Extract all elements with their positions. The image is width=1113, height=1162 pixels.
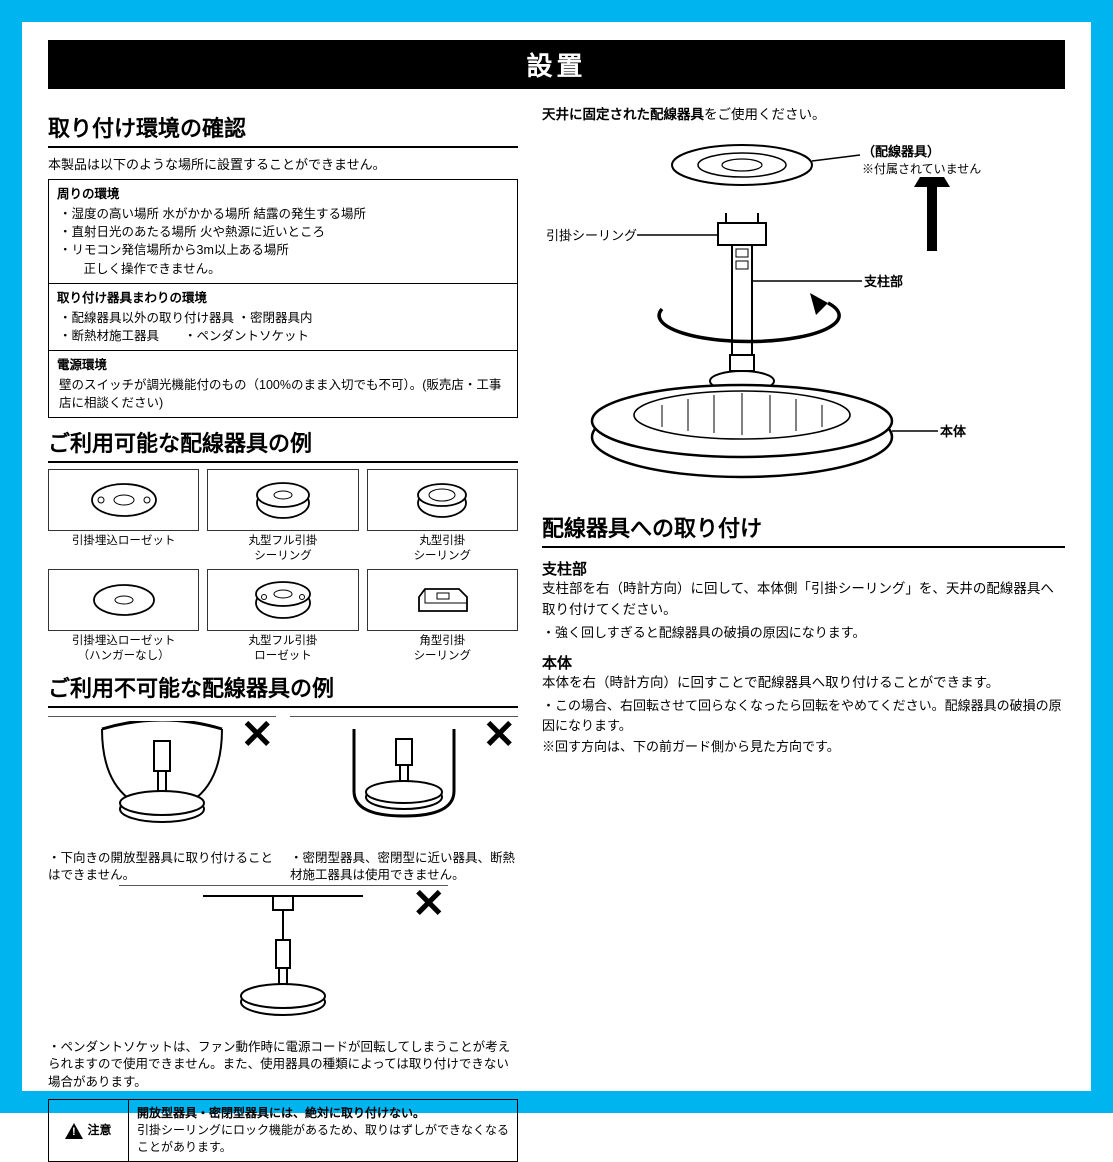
env-line: ・直射日光のあたる場所 火や熱源に近いところ [57, 223, 509, 241]
fixture-label: 引掛埋込ローゼット （ハンガーなし） [72, 635, 176, 661]
right-intro-bold: 天井に固定された配線器具 [542, 107, 704, 122]
env-line: 正しく操作できません。 [57, 260, 509, 278]
product-listing-frame: 設置 取り付け環境の確認 本製品は以下のような場所に設置することができません。 … [0, 0, 1113, 1113]
incompatible-caption: ・密閉型器具、密閉型に近い器具、断熱材施工器具は使用できません。 [290, 850, 518, 885]
incompatible-caption-pendant: ・ペンダントソケットは、ファン動作時に電源コードが回転してしまうことが考えられま… [48, 1039, 518, 1092]
attach-sub2-note2: ※回す方向は、下の前ガード側から見た方向です。 [542, 737, 1065, 757]
incompatible-item: ✕ ・密閉型器具、密閉型に近い器具、断熱材施工器具は使用できません。 [290, 716, 518, 885]
fixture-label: 引掛埋込ローゼット [72, 535, 176, 547]
environment-restrictions-box: 周りの環境 ・湿度の高い場所 水がかかる場所 結露の発生する場所 ・直射日光のあ… [48, 179, 518, 418]
fixture-icon [48, 569, 199, 631]
fixture-icon [207, 569, 358, 631]
cross-icon: ✕ [482, 719, 516, 751]
attach-sub1-note: ・強く回しすぎると配線器具の破損の原因になります。 [542, 623, 1065, 643]
env-line: ・配線器具以外の取り付け器具 ・密閉器具内 [57, 309, 509, 327]
right-intro-rest: をご使用ください。 [704, 107, 826, 122]
diagram-label-pillar: 支柱部 [864, 271, 903, 290]
diagram-label-hikkake: 引掛シーリング [546, 225, 637, 244]
env-surroundings: 周りの環境 ・湿度の高い場所 水がかかる場所 結露の発生する場所 ・直射日光のあ… [49, 180, 517, 283]
heading-incompatible-fixtures: ご利用不可能な配線器具の例 [48, 671, 518, 708]
installation-diagram: （配線器具） ※付属されていません 引掛シーリング 支柱部 本体 [542, 131, 1065, 501]
incompatible-figure: ✕ [48, 716, 276, 846]
diagram-label-body: 本体 [940, 421, 966, 440]
incompatible-figure: ✕ [119, 885, 448, 1035]
compatible-fixtures-grid: 引掛埋込ローゼット 丸型フル引掛 シーリング 丸型引掛 シーリング [48, 469, 518, 663]
fixture-label: 丸型引掛 シーリング [414, 535, 472, 561]
incompatible-caption: ・下向きの開放型器具に取り付けることはできません。 [48, 850, 276, 885]
fixture-label: 丸型フル引掛 ローゼット [248, 635, 317, 661]
page-title: 設置 [48, 40, 1065, 89]
fixture-item: 角型引掛 シーリング [367, 569, 518, 663]
fixture-icon [48, 469, 199, 531]
fixture-item: 丸型引掛 シーリング [367, 469, 518, 563]
env-head-mounting: 取り付け器具まわりの環境 [57, 289, 509, 307]
fixture-icon [207, 469, 358, 531]
caution-label-text: 注意 [87, 1122, 111, 1139]
environment-intro: 本製品は以下のような場所に設置することができません。 [48, 154, 518, 173]
caution-box: 注意 開放型器具・密閉型器具には、絶対に取り付けない。 引掛シーリングにロック機… [48, 1099, 518, 1161]
caution-bold: 開放型器具・密閉型器具には、絶対に取り付けない。 [137, 1105, 509, 1122]
env-line: ・リモコン発信場所から3m以上ある場所 [57, 241, 509, 259]
attach-sub2-note1: ・この場合、右回転させて回らなくなったら回転をやめてください。配線器具の破損の原… [542, 696, 1065, 735]
left-column: 取り付け環境の確認 本製品は以下のような場所に設置することができません。 周りの… [48, 103, 518, 1162]
heading-attaching: 配線器具への取り付け [542, 511, 1065, 548]
caution-text: 引掛シーリングにロック機能があるため、取りはずしができなくなることがあります。 [137, 1122, 509, 1156]
fixture-label: 丸型フル引掛 シーリング [248, 535, 317, 561]
env-line: ・断熱材施工器具 ・ペンダントソケット [57, 327, 509, 345]
right-intro: 天井に固定された配線器具をご使用ください。 [542, 103, 1065, 123]
caution-label: 注意 [49, 1100, 129, 1160]
fixture-icon [367, 569, 518, 631]
fixture-item: 引掛埋込ローゼット （ハンガーなし） [48, 569, 199, 663]
env-line: ・湿度の高い場所 水がかかる場所 結露の発生する場所 [57, 205, 509, 223]
attach-sub2-body: 本体を右（時計方向）に回すことで配線器具へ取り付けることができます。 [542, 673, 1065, 694]
caution-body: 開放型器具・密閉型器具には、絶対に取り付けない。 引掛シーリングにロック機能があ… [129, 1100, 517, 1160]
fixture-icon [367, 469, 518, 531]
env-head-power: 電源環境 [57, 356, 509, 374]
env-mounting: 取り付け器具まわりの環境 ・配線器具以外の取り付け器具 ・密閉器具内 ・断熱材施… [49, 283, 517, 350]
fixture-item: 引掛埋込ローゼット [48, 469, 199, 563]
diagram-label-bracket: （配線器具） ※付属されていません [862, 141, 981, 177]
warning-triangle-icon [65, 1123, 83, 1139]
fixture-item: 丸型フル引掛 シーリング [207, 469, 358, 563]
heading-environment-check: 取り付け環境の確認 [48, 111, 518, 148]
attach-sub1-body: 支柱部を右（時計方向）に回して、本体側「引掛シーリング」を、天井の配線器具へ取り… [542, 579, 1065, 621]
manual-page: 設置 取り付け環境の確認 本製品は以下のような場所に設置することができません。 … [48, 40, 1065, 1073]
env-power: 電源環境 壁のスイッチが調光機能付のもの（100%のまま入切でも不可）。(販売店… [49, 350, 517, 417]
heading-compatible-fixtures: ご利用可能な配線器具の例 [48, 426, 518, 463]
attach-sub2-head: 本体 [542, 652, 1065, 673]
incompatible-fixtures-row: ✕ ・下向きの開放型器具に取り付けることはできません。 ✕ [48, 716, 518, 885]
fixture-item: 丸型フル引掛 ローゼット [207, 569, 358, 663]
env-line: 壁のスイッチが調光機能付のもの（100%のまま入切でも不可）。(販売店・工事店に… [57, 376, 509, 412]
env-head-surroundings: 周りの環境 [57, 185, 509, 203]
attach-sub1-head: 支柱部 [542, 558, 1065, 579]
two-column-layout: 取り付け環境の確認 本製品は以下のような場所に設置することができません。 周りの… [48, 103, 1065, 1162]
incompatible-item: ✕ ・下向きの開放型器具に取り付けることはできません。 [48, 716, 276, 885]
right-column: 天井に固定された配線器具をご使用ください。 [542, 103, 1065, 1162]
incompatible-figure: ✕ [290, 716, 518, 846]
incompatible-item-pendant: ✕ [119, 885, 448, 1035]
fixture-label: 角型引掛 シーリング [414, 635, 472, 661]
cross-icon: ✕ [240, 719, 274, 751]
cross-icon: ✕ [412, 888, 446, 920]
